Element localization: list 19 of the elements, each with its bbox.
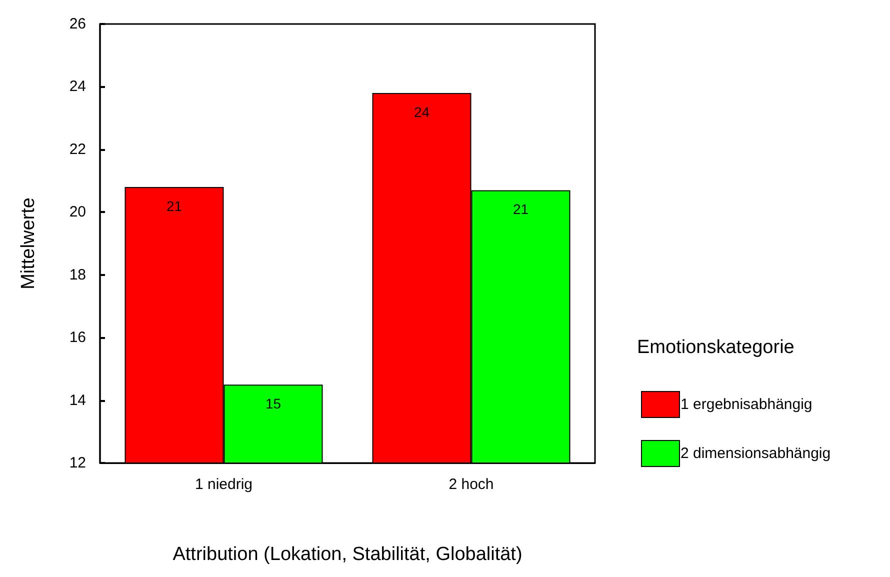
y-tick-label: 22: [69, 140, 86, 158]
data-label: 21: [166, 198, 182, 214]
legend-title: Emotionskategorie: [637, 337, 794, 358]
x-axis-title: Attribution (Lokation, Stabilität, Globalität): [172, 544, 522, 565]
y-tick-label: 18: [69, 266, 86, 284]
x-tick-label: 1 niedrig: [194, 476, 253, 493]
data-label: 24: [414, 104, 430, 120]
y-tick-label: 14: [69, 392, 86, 409]
legend-label: 2 dimensionsabhängig: [680, 445, 831, 462]
data-label: 21: [512, 201, 529, 218]
data-label: 15: [265, 396, 282, 412]
y-tick-label: 20: [69, 204, 86, 221]
legend-label: 1 ergebnisabhängig: [680, 396, 812, 413]
y-tick-label: 24: [69, 78, 86, 96]
x-tick-label: 2 hoch: [448, 476, 494, 493]
y-tick-label: 12: [69, 454, 86, 472]
y-tick-label: 16: [69, 329, 86, 346]
y-axis-title: Mittelwerte: [18, 198, 39, 290]
y-tick-label: 26: [69, 16, 86, 32]
